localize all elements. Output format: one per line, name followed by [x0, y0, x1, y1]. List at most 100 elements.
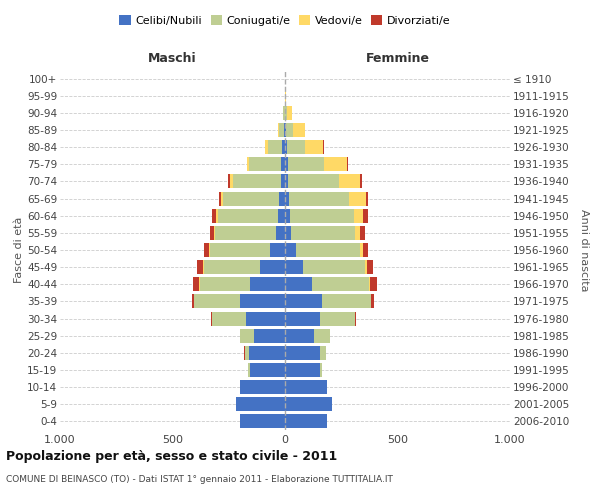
Bar	[250, 158, 281, 172]
Bar	[281, 158, 285, 172]
Bar	[365, 260, 367, 274]
Bar	[283, 140, 285, 154]
Bar	[265, 140, 268, 154]
Bar	[219, 192, 221, 205]
Bar	[194, 294, 240, 308]
Legend: Celibi/Nubili, Coniugati/e, Vedovi/e, Divorziati/e: Celibi/Nubili, Coniugati/e, Vedovi/e, Di…	[115, 11, 455, 30]
Bar	[303, 260, 365, 274]
Bar	[278, 123, 280, 137]
Bar	[285, 346, 320, 360]
Bar	[210, 226, 214, 240]
Bar	[320, 312, 355, 326]
Bar	[268, 140, 283, 154]
Bar	[285, 414, 326, 428]
Bar	[245, 312, 285, 326]
Bar	[354, 208, 363, 222]
Bar	[280, 123, 284, 137]
Bar	[347, 158, 348, 172]
Bar	[203, 243, 209, 257]
Bar	[276, 226, 285, 240]
Bar	[285, 226, 292, 240]
Bar	[235, 398, 285, 411]
Text: COMUNE DI BEINASCO (TO) - Dati ISTAT 1° gennaio 2011 - Elaborazione TUTTITALIA.I: COMUNE DI BEINASCO (TO) - Dati ISTAT 1° …	[6, 475, 393, 484]
Bar	[355, 226, 361, 240]
Bar	[292, 226, 355, 240]
Bar	[285, 123, 286, 137]
Bar	[322, 294, 371, 308]
Bar	[204, 260, 260, 274]
Bar	[287, 106, 292, 120]
Bar	[212, 312, 245, 326]
Bar	[230, 174, 233, 188]
Bar	[281, 174, 285, 188]
Bar	[363, 208, 368, 222]
Bar	[290, 208, 354, 222]
Text: Maschi: Maschi	[148, 52, 197, 65]
Bar	[283, 106, 284, 120]
Bar	[284, 123, 285, 137]
Bar	[289, 192, 349, 205]
Text: Popolazione per età, sesso e stato civile - 2011: Popolazione per età, sesso e stato civil…	[6, 450, 337, 463]
Bar	[247, 158, 250, 172]
Bar	[286, 106, 287, 120]
Bar	[364, 243, 368, 257]
Bar	[212, 208, 216, 222]
Bar	[293, 123, 305, 137]
Bar	[285, 158, 288, 172]
Bar	[211, 312, 212, 326]
Bar	[216, 208, 218, 222]
Bar	[365, 192, 368, 205]
Bar	[285, 294, 322, 308]
Bar	[285, 398, 332, 411]
Bar	[320, 363, 322, 377]
Bar	[285, 260, 303, 274]
Bar	[218, 208, 278, 222]
Bar	[248, 363, 250, 377]
Bar	[371, 294, 374, 308]
Bar	[285, 278, 312, 291]
Bar	[285, 174, 289, 188]
Bar	[355, 312, 356, 326]
Bar	[223, 192, 280, 205]
Bar	[221, 192, 223, 205]
Bar	[285, 208, 290, 222]
Bar	[324, 158, 347, 172]
Bar	[320, 346, 325, 360]
Bar	[199, 278, 250, 291]
Bar	[271, 243, 285, 257]
Bar	[285, 243, 296, 257]
Bar	[285, 312, 320, 326]
Bar	[250, 278, 285, 291]
Bar	[240, 414, 285, 428]
Bar	[361, 226, 365, 240]
Text: Femmine: Femmine	[365, 52, 430, 65]
Bar	[288, 158, 324, 172]
Bar	[209, 243, 271, 257]
Bar	[245, 346, 249, 360]
Bar	[360, 243, 364, 257]
Bar	[286, 123, 293, 137]
Bar	[312, 278, 370, 291]
Bar	[280, 192, 285, 205]
Bar	[228, 174, 230, 188]
Bar	[278, 208, 285, 222]
Bar	[215, 226, 276, 240]
Bar	[285, 192, 289, 205]
Bar	[240, 294, 285, 308]
Bar	[296, 243, 360, 257]
Bar	[240, 328, 254, 342]
Bar	[339, 174, 361, 188]
Bar	[249, 346, 285, 360]
Bar	[370, 278, 377, 291]
Bar	[287, 140, 305, 154]
Bar	[240, 380, 285, 394]
Y-axis label: Anni di nascita: Anni di nascita	[579, 209, 589, 291]
Bar	[285, 380, 326, 394]
Bar	[367, 260, 373, 274]
Bar	[285, 363, 320, 377]
Bar	[214, 226, 215, 240]
Bar	[305, 140, 323, 154]
Bar	[260, 260, 285, 274]
Bar	[250, 363, 285, 377]
Bar	[193, 278, 199, 291]
